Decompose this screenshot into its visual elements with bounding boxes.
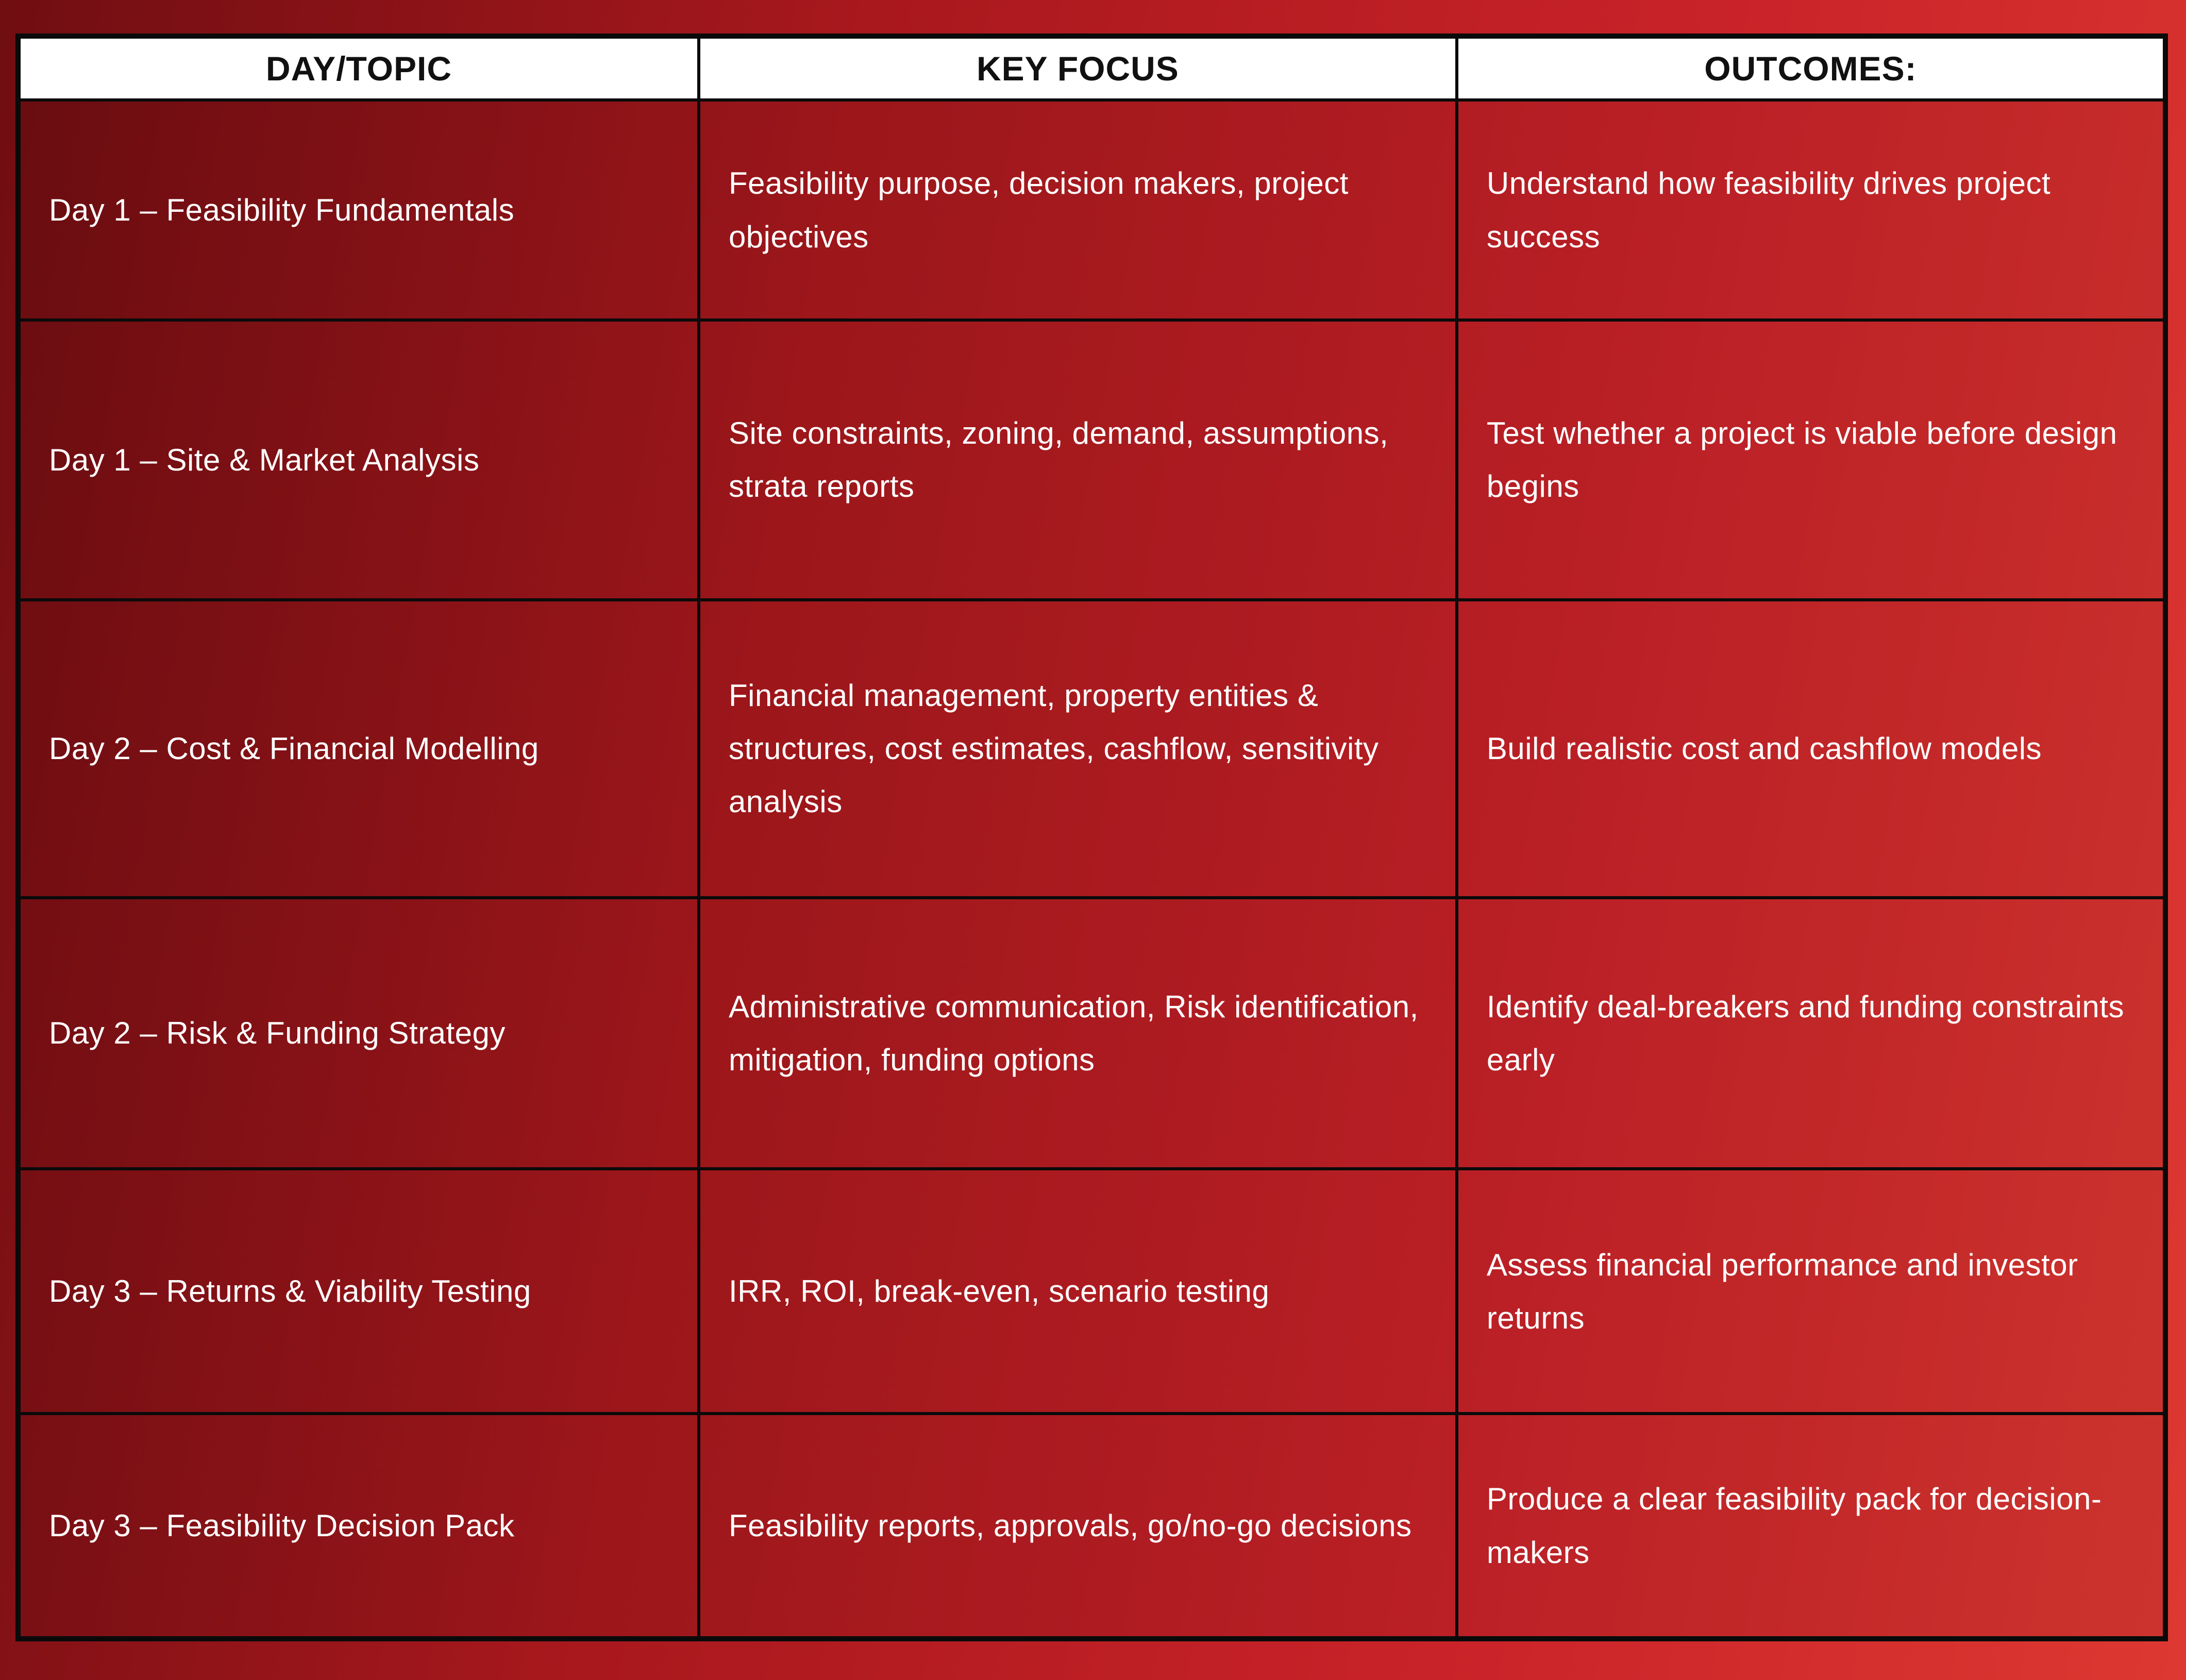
day-topic-cell: Day 3 – Returns & Viability Testing: [16, 1167, 700, 1416]
table-row: Day 1 – Feasibility Fundamentals Feasibi…: [16, 98, 2167, 322]
table-row: Day 1 – Site & Market Analysis Site cons…: [16, 318, 2167, 601]
key-focus-cell: Administrative communication, Risk ident…: [697, 896, 1458, 1171]
outcomes-cell: Test whether a project is viable before …: [1455, 318, 2167, 601]
course-schedule-table: DAY/TOPIC KEY FOCUS OUTCOMES: Day 1 – Fe…: [15, 33, 2168, 1641]
day-topic-cell: Day 2 – Cost & Financial Modelling: [16, 598, 700, 899]
day-topic-cell: Day 2 – Risk & Funding Strategy: [16, 896, 700, 1171]
header-outcomes: OUTCOMES:: [1455, 35, 2167, 102]
key-focus-cell: IRR, ROI, break-even, scenario testing: [697, 1167, 1458, 1416]
outcomes-cell: Assess financial performance and investo…: [1455, 1167, 2167, 1416]
table-row: Day 3 – Feasibility Decision Pack Feasib…: [16, 1412, 2167, 1640]
table-row: Day 2 – Risk & Funding Strategy Administ…: [16, 896, 2167, 1171]
day-topic-cell: Day 3 – Feasibility Decision Pack: [16, 1412, 700, 1640]
header-key-focus: KEY FOCUS: [697, 35, 1458, 102]
table-header-row: DAY/TOPIC KEY FOCUS OUTCOMES:: [16, 35, 2167, 102]
key-focus-cell: Feasibility reports, approvals, go/no-go…: [697, 1412, 1458, 1640]
outcomes-cell: Produce a clear feasibility pack for dec…: [1455, 1412, 2167, 1640]
day-topic-cell: Day 1 – Feasibility Fundamentals: [16, 98, 700, 322]
outcomes-cell: Understand how feasibility drives projec…: [1455, 98, 2167, 322]
key-focus-cell: Site constraints, zoning, demand, assump…: [697, 318, 1458, 601]
outcomes-cell: Build realistic cost and cashflow models: [1455, 598, 2167, 899]
outcomes-cell: Identify deal-breakers and funding const…: [1455, 896, 2167, 1171]
table-row: Day 2 – Cost & Financial Modelling Finan…: [16, 598, 2167, 899]
table-row: Day 3 – Returns & Viability Testing IRR,…: [16, 1167, 2167, 1416]
day-topic-cell: Day 1 – Site & Market Analysis: [16, 318, 700, 601]
key-focus-cell: Feasibility purpose, decision makers, pr…: [697, 98, 1458, 322]
header-day-topic: DAY/TOPIC: [16, 35, 700, 102]
key-focus-cell: Financial management, property entities …: [697, 598, 1458, 899]
